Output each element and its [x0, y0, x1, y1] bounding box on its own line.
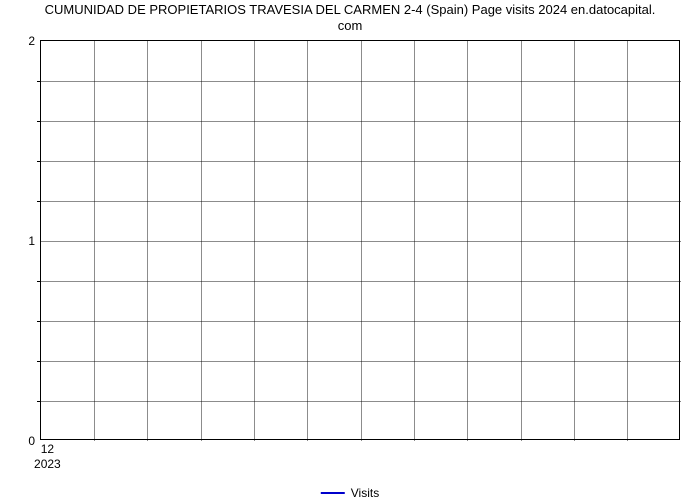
legend-swatch: [321, 492, 345, 494]
gridline-horizontal: [41, 321, 681, 322]
plot-area: 012122023: [40, 40, 680, 440]
y-tick-label: 0: [28, 434, 35, 448]
gridline-horizontal: [41, 241, 681, 242]
y-tick-label: 1: [28, 234, 35, 248]
gridline-horizontal: [41, 281, 681, 282]
gridline-horizontal: [41, 81, 681, 82]
y-tick-label: 2: [28, 34, 35, 48]
gridline-horizontal: [41, 201, 681, 202]
chart-title: CUMUNIDAD DE PROPIETARIOS TRAVESIA DEL C…: [0, 2, 700, 35]
y-minor-tick: [37, 81, 41, 82]
gridline-horizontal: [41, 121, 681, 122]
y-minor-tick: [37, 281, 41, 282]
y-minor-tick: [37, 321, 41, 322]
x-secondary-label: 2023: [34, 457, 61, 471]
y-minor-tick: [37, 401, 41, 402]
y-minor-tick: [37, 161, 41, 162]
gridline-horizontal: [41, 361, 681, 362]
gridline-horizontal: [41, 161, 681, 162]
y-minor-tick: [37, 121, 41, 122]
y-minor-tick: [37, 201, 41, 202]
y-minor-tick: [37, 361, 41, 362]
chart-figure: CUMUNIDAD DE PROPIETARIOS TRAVESIA DEL C…: [0, 0, 700, 500]
legend-label: Visits: [351, 486, 379, 500]
gridline-horizontal: [41, 401, 681, 402]
legend: Visits: [321, 486, 379, 500]
x-tick-label: 12: [41, 442, 54, 456]
